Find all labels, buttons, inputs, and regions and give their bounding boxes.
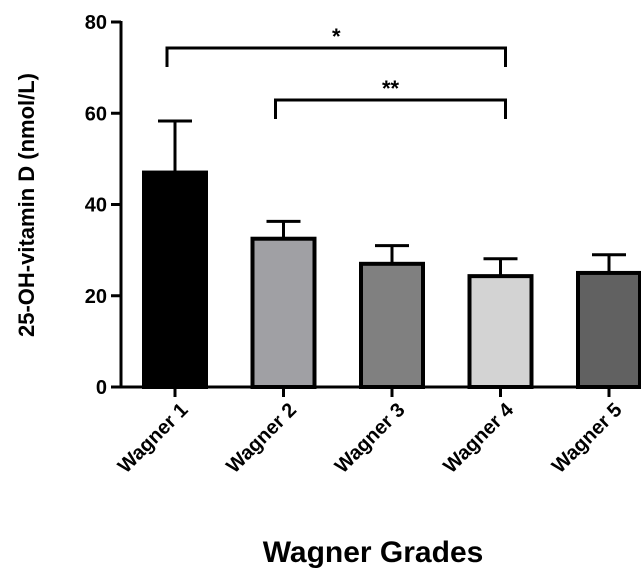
y-tick-label: 20 bbox=[85, 286, 107, 308]
y-tick-label: 0 bbox=[96, 377, 107, 399]
bar bbox=[359, 261, 425, 389]
y-axis-title: 25-OH-vitamin D (nmol/L) bbox=[14, 73, 39, 337]
x-category-label: Wagner 4 bbox=[439, 398, 518, 477]
significance-bracket bbox=[274, 98, 507, 119]
significance-group: *** bbox=[165, 24, 507, 119]
y-tick-label: 40 bbox=[85, 195, 107, 217]
error-bars-group bbox=[158, 119, 626, 277]
significance-label: ** bbox=[382, 76, 400, 101]
significance-bracket bbox=[165, 46, 507, 67]
significance-label: * bbox=[332, 24, 341, 49]
x-category-label: Wagner 5 bbox=[548, 399, 627, 478]
bar bbox=[467, 274, 534, 390]
bars-group bbox=[142, 170, 641, 390]
x-category-label: Wagner 3 bbox=[331, 399, 410, 478]
x-labels-group: Wagner 1 Wagner 2 Wagner 3 Wagner 4 Wagner 5 bbox=[114, 387, 627, 478]
x-axis-title: Wagner Grades bbox=[263, 536, 484, 569]
x-category-label: Wagner 2 bbox=[222, 399, 301, 478]
y-tick-label: 60 bbox=[85, 103, 107, 125]
y-tick-label: 80 bbox=[85, 12, 107, 34]
x-category-label: Wagner 1 bbox=[114, 399, 193, 478]
y-ticks-group: 0 20 40 60 80 bbox=[85, 12, 121, 399]
bar bbox=[142, 170, 208, 389]
bar bbox=[576, 270, 641, 389]
bar bbox=[250, 236, 317, 389]
